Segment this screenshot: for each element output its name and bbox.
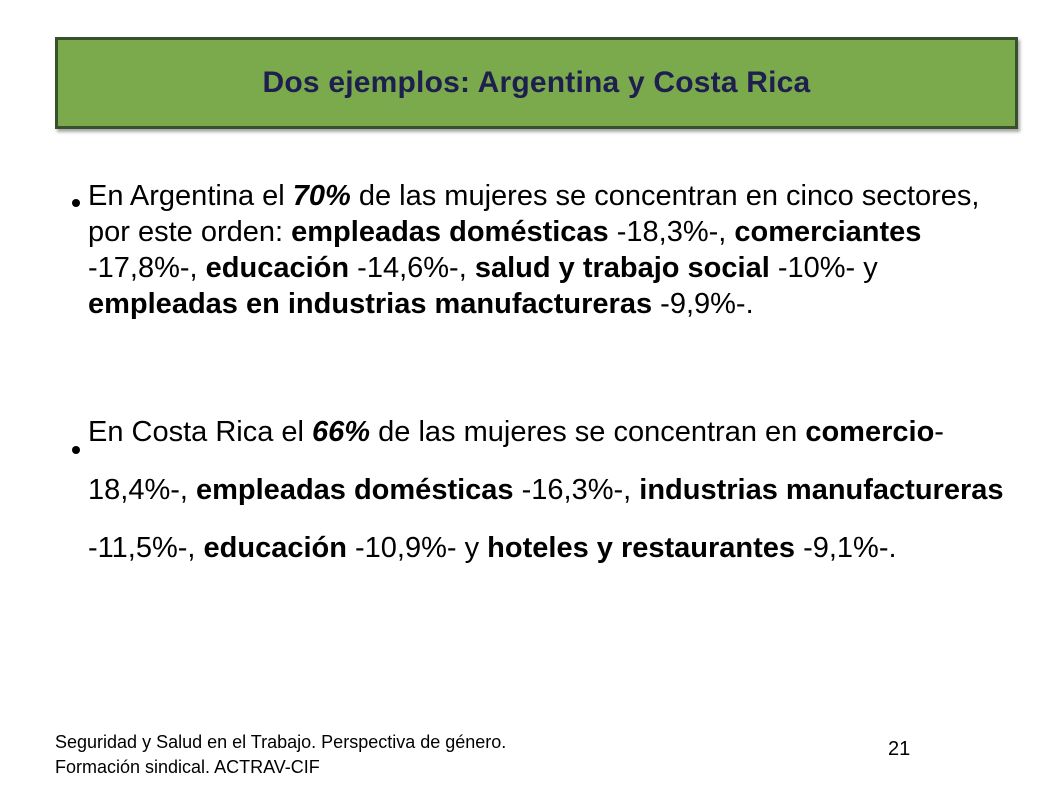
bullet-dot-icon <box>72 180 86 216</box>
text-segment: -16,3%-, <box>513 474 640 506</box>
text-segment: -11,5%-, <box>88 532 204 564</box>
text-segment: de las mujeres se concentran en <box>370 416 806 448</box>
footer-line-2: Formación sindical. ACTRAV-CIF <box>55 757 320 777</box>
bullet-text: En Argentina el 70% de las mujeres se co… <box>88 178 1012 322</box>
text-segment-bold: salud y trabajo social <box>474 252 770 284</box>
text-segment-emphasis: 66% <box>312 416 371 448</box>
text-segment-emphasis: 70% <box>292 180 351 212</box>
title-banner: Dos ejemplos: Argentina y Costa Rica <box>55 37 1018 129</box>
text-segment: -18,4%-, <box>88 416 944 506</box>
text-segment: -17,8%-, <box>88 252 206 284</box>
text-segment-bold: industrias manufactureras <box>639 474 1004 506</box>
page-number: 21 <box>888 738 911 760</box>
text-segment: En Costa Rica el <box>88 416 313 448</box>
bullet-text: En Costa Rica el 66% de las mujeres se c… <box>88 403 1012 577</box>
text-segment-bold: educación <box>203 532 347 564</box>
bullet-costa-rica: En Costa Rica el 66% de las mujeres se c… <box>72 403 1012 577</box>
footer-credit: Seguridad y Salud en el Trabajo. Perspec… <box>55 730 506 780</box>
text-segment: En Argentina el <box>88 180 293 212</box>
text-segment-bold: empleadas domésticas <box>196 474 514 506</box>
text-segment-bold: empleadas domésticas <box>291 216 609 248</box>
slide-title: Dos ejemplos: Argentina y Costa Rica <box>262 66 811 99</box>
text-segment-bold: empleadas en industrias manufactureras <box>88 288 653 320</box>
text-segment: de las mujeres se concentran en cinco se… <box>88 180 980 248</box>
text-segment: -9,1%-. <box>795 532 897 564</box>
text-segment-bold: comercio <box>805 416 935 448</box>
text-segment: -14,6%-, <box>349 252 475 284</box>
text-segment: -18,3%-, <box>608 216 735 248</box>
text-segment: -9,9%-. <box>652 288 754 320</box>
bullet-argentina: En Argentina el 70% de las mujeres se co… <box>72 178 1012 322</box>
text-segment-bold: hoteles y restaurantes <box>487 532 796 564</box>
text-segment: -10%- y <box>769 252 878 284</box>
text-segment: -10,9%- y <box>346 532 488 564</box>
footer-line-1: Seguridad y Salud en el Trabajo. Perspec… <box>55 732 507 752</box>
text-segment-bold: comerciantes <box>734 216 922 248</box>
bullet-dot-icon <box>72 416 86 474</box>
text-segment-bold: educación <box>205 252 350 284</box>
